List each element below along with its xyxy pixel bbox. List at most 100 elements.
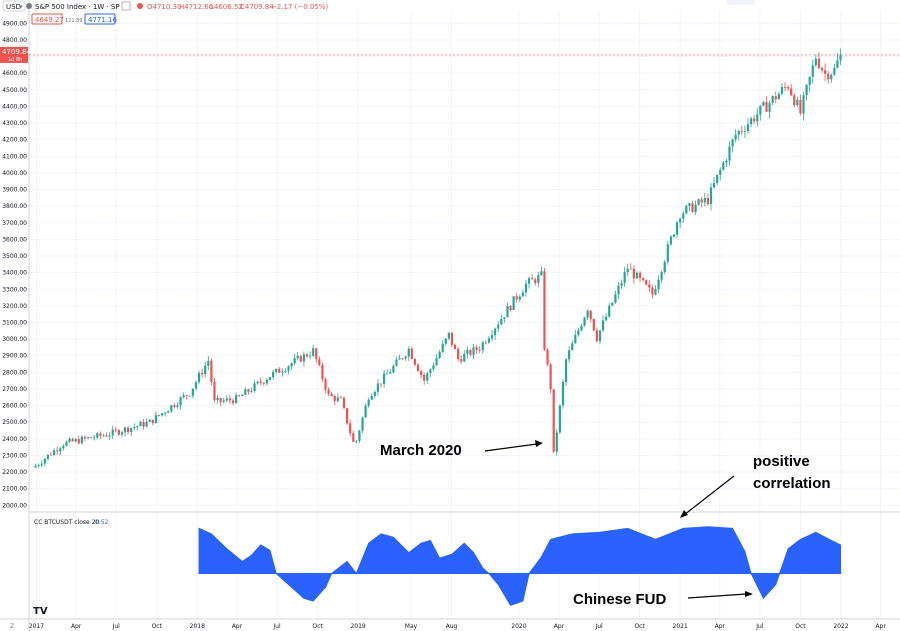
candle-body: [700, 199, 703, 203]
candle-body: [99, 433, 102, 436]
y-tick-label: 2700.00: [2, 386, 27, 393]
candle-body: [521, 292, 524, 297]
candle-body: [771, 96, 774, 103]
candle-body: [253, 383, 256, 391]
candle-body: [783, 87, 787, 88]
candle-body: [259, 381, 262, 383]
candle-body: [179, 397, 182, 406]
arrow-head-icon: [680, 510, 688, 518]
arrow-head-icon: [745, 591, 753, 597]
candle-body: [709, 187, 713, 205]
candle-body: [672, 234, 676, 237]
candle-body: [305, 354, 309, 357]
sell-button[interactable]: [31, 13, 63, 25]
candle-body: [423, 374, 426, 381]
candle-body: [167, 411, 170, 413]
candle-body: [790, 88, 793, 96]
candle-body: [207, 360, 210, 366]
candle-body: [472, 347, 475, 355]
candle-body: [503, 317, 506, 319]
candle-body: [222, 400, 225, 402]
candle-body: [814, 58, 817, 66]
x-tick-label: 2021: [673, 623, 688, 630]
indicator-pane: [198, 526, 842, 607]
spread-value: 121.89: [65, 18, 83, 24]
candle-body: [275, 368, 278, 372]
symbol-title: S&P 500 Index · 1W · SP: [35, 3, 120, 11]
candle-body: [780, 87, 784, 94]
candle-body: [549, 364, 552, 390]
currency-button[interactable]: [2, 0, 26, 12]
candle-body: [645, 280, 648, 285]
x-tick-label: Apr: [71, 623, 82, 630]
x-tick-label: Oct: [795, 623, 806, 630]
x-tick-label: Jul: [112, 623, 121, 630]
last-price-label: 4709.84 1d 8h: [0, 46, 31, 63]
candle-body: [524, 283, 528, 293]
candle-body: [749, 118, 753, 125]
annotation-arrow: [484, 443, 538, 452]
y-tick-label: 2600.00: [2, 403, 27, 410]
candle-body: [743, 131, 747, 132]
candle-body: [830, 74, 833, 80]
x-tick-label: Apr: [715, 623, 726, 630]
chart-toolbar-stub[interactable]: [727, 0, 754, 5]
candle-body: [737, 130, 740, 135]
candle-body: [762, 102, 765, 106]
candle-body: [515, 296, 518, 300]
annotation-march-2020: March 2020: [380, 440, 543, 459]
y-tick-label: 3200.00: [2, 303, 27, 310]
candle-body: [497, 324, 500, 329]
candle-body: [799, 99, 802, 114]
candle-body: [666, 244, 669, 262]
correlation-area: [198, 526, 842, 607]
tradingview-logo-icon[interactable]: TV: [33, 606, 48, 617]
candle-body: [509, 306, 512, 310]
candle-body: [654, 289, 657, 295]
candles: [34, 48, 842, 468]
candle-body: [56, 450, 59, 452]
y-tick-label: 4400.00: [2, 103, 27, 110]
candle-body: [601, 320, 605, 331]
candle-body: [43, 458, 46, 464]
candle-body: [651, 287, 654, 295]
candle-body: [142, 421, 145, 427]
last-price-value: 4709.84: [2, 48, 31, 56]
candle-body: [37, 464, 40, 466]
candle-body: [148, 419, 151, 422]
currency-label: USD: [6, 3, 21, 11]
candle-body: [518, 296, 521, 300]
candle-body: [90, 437, 93, 439]
x-tick-label: 2017: [29, 623, 44, 630]
candle-body: [611, 302, 614, 306]
candle-body: [105, 435, 108, 437]
candle-body: [564, 359, 568, 382]
candle-body: [494, 328, 497, 336]
chevron-down-icon[interactable]: ▾: [19, 3, 23, 11]
candle-body: [475, 347, 478, 350]
buy-button[interactable]: [84, 13, 116, 25]
candle-body: [358, 430, 361, 441]
candle-body: [318, 359, 321, 365]
candle-body: [108, 435, 111, 437]
x-tick-label: Apr: [232, 623, 243, 630]
candle-body: [574, 334, 577, 344]
candle-body: [382, 373, 386, 385]
candle-body: [679, 218, 682, 223]
candle-body: [182, 395, 185, 398]
indicator-title: CC BTCUSDT close 20: [34, 519, 99, 526]
x-tick-label: Oct: [634, 623, 645, 630]
candle-body: [241, 395, 244, 397]
candle-body: [682, 213, 685, 219]
candle-body: [623, 272, 626, 284]
settings-icon[interactable]: [121, 1, 131, 11]
y-tick-label: 3800.00: [2, 203, 27, 210]
candle-body: [86, 437, 90, 439]
candle-body: [308, 355, 312, 357]
candle-body: [669, 236, 673, 245]
candle-body: [188, 395, 191, 397]
candle-body: [725, 160, 728, 163]
candle-body: [389, 372, 392, 374]
x-tick-label: May: [405, 623, 418, 630]
